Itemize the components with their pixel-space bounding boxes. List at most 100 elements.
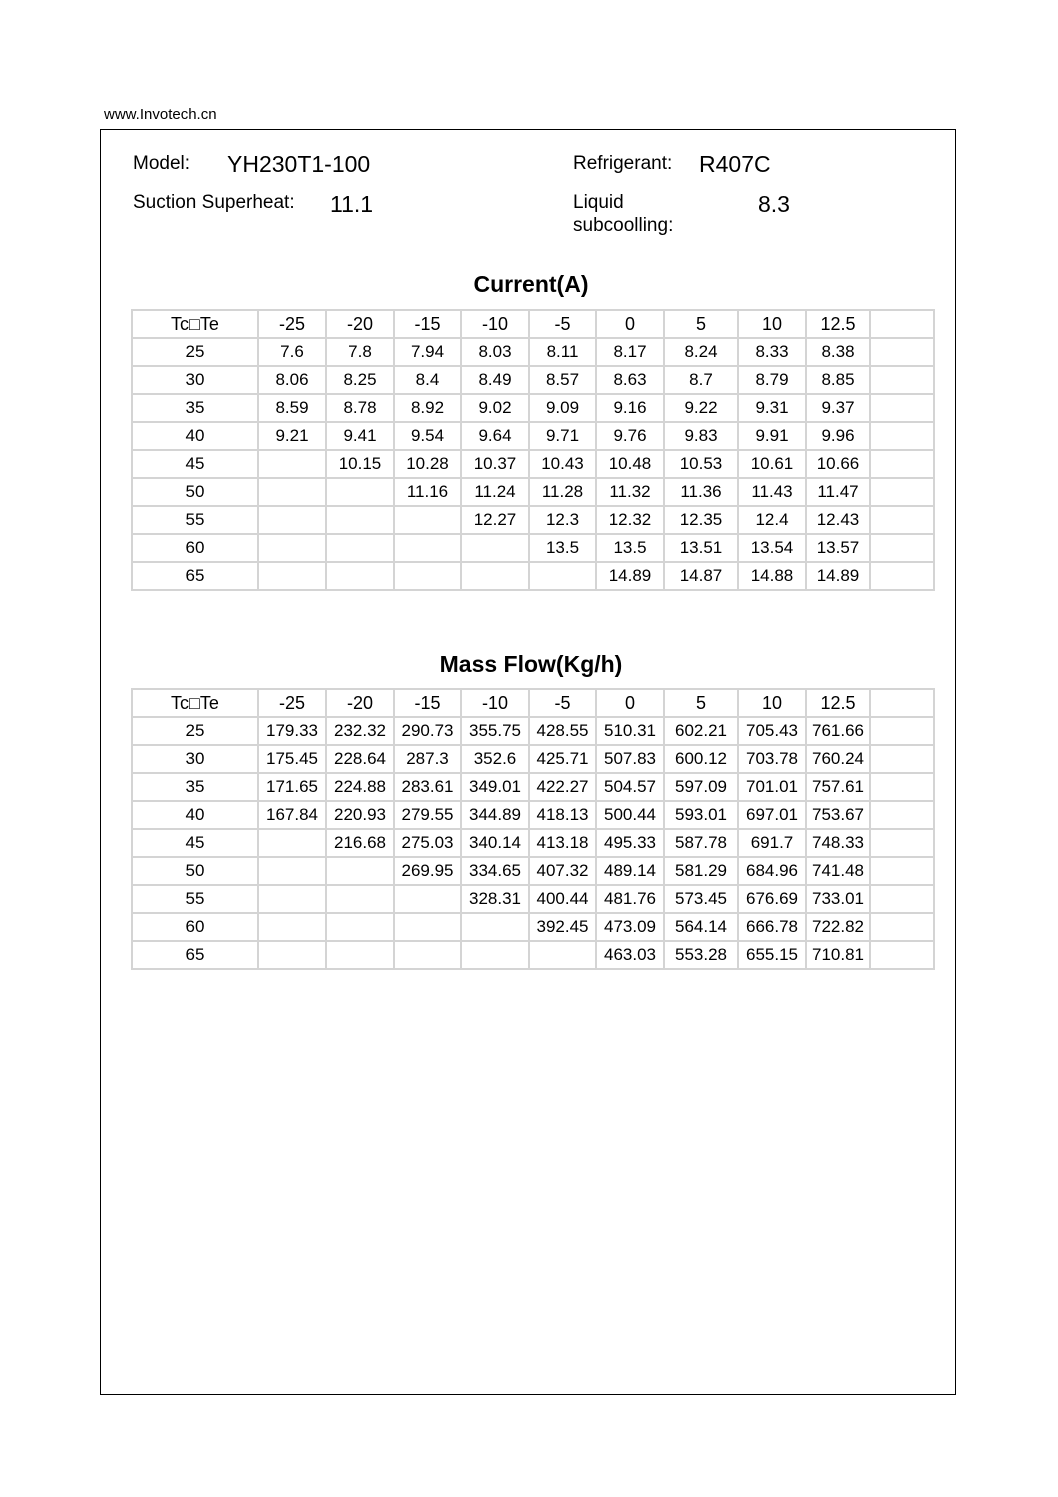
table-cell: 8.24: [663, 337, 739, 367]
corner-header: Tc□Te: [131, 309, 259, 339]
website-url: www.Invotech.cn: [104, 106, 217, 123]
table-cell: 11.43: [737, 477, 807, 507]
refrigerant-value: R407C: [699, 151, 771, 177]
table-cell: 11.28: [528, 477, 597, 507]
table-cell: 7.6: [257, 337, 327, 367]
table-cell: 10.61: [737, 449, 807, 479]
table-cell: [257, 477, 327, 507]
table-cell: 7.8: [325, 337, 395, 367]
table-cell: 9.22: [663, 393, 739, 423]
table-cell: 11.47: [805, 477, 871, 507]
table-cell: 9.31: [737, 393, 807, 423]
table-cell: [460, 561, 530, 591]
table-cell: 13.51: [663, 533, 739, 563]
table-cell: [869, 449, 935, 479]
row-header: 25: [131, 716, 259, 746]
header-row: Tc□Te -25 -20 -15 -10 -5 0 5 10 12.5: [131, 688, 935, 718]
table-cell: 349.01: [460, 772, 530, 802]
table-cell: 10.43: [528, 449, 597, 479]
table-cell: [325, 505, 395, 535]
row-header: 55: [131, 884, 259, 914]
column-header: -10: [460, 688, 530, 718]
table-cell: [460, 533, 530, 563]
table-cell: 8.38: [805, 337, 871, 367]
row-header: 55: [131, 505, 259, 535]
table-row: 25 7.6 7.8 7.94 8.03 8.11 8.17 8.24 8.33 8.38: [131, 337, 935, 367]
table-cell: 13.5: [595, 533, 665, 563]
table-cell: 355.75: [460, 716, 530, 746]
table-row: 65 463.03 553.28 655.15 710.81: [131, 940, 935, 970]
table-cell: [869, 912, 935, 942]
column-header: 5: [663, 309, 739, 339]
table-cell: 9.54: [393, 421, 462, 451]
column-header: 10: [737, 688, 807, 718]
table-cell: 703.78: [737, 744, 807, 774]
table-cell: [257, 884, 327, 914]
table-cell: 10.28: [393, 449, 462, 479]
table-cell: [869, 393, 935, 423]
refrigerant-label: Refrigerant:: [573, 153, 673, 174]
table-cell: 9.96: [805, 421, 871, 451]
table-cell: 8.79: [737, 365, 807, 395]
table-cell: 10.66: [805, 449, 871, 479]
row-header: 40: [131, 800, 259, 830]
table-cell: [257, 912, 327, 942]
row-header: 45: [131, 828, 259, 858]
table-cell: [460, 940, 530, 970]
table-cell: 418.13: [528, 800, 597, 830]
table-cell: 340.14: [460, 828, 530, 858]
table-cell: [528, 940, 597, 970]
table-cell: 602.21: [663, 716, 739, 746]
column-header: 5: [663, 688, 739, 718]
table-cell: 8.7: [663, 365, 739, 395]
table-cell: 14.89: [595, 561, 665, 591]
table-cell: [869, 533, 935, 563]
table-row: 45 216.68 275.03 340.14 413.18 495.33 587.78 69…: [131, 828, 935, 858]
row-header: 35: [131, 393, 259, 423]
table-cell: 9.91: [737, 421, 807, 451]
table-cell: 224.88: [325, 772, 395, 802]
table-cell: 14.87: [663, 561, 739, 591]
table-cell: 344.89: [460, 800, 530, 830]
table-cell: 741.48: [805, 856, 871, 886]
table-cell: [393, 940, 462, 970]
table-cell: 600.12: [663, 744, 739, 774]
column-header: -15: [393, 309, 462, 339]
table-cell: 760.24: [805, 744, 871, 774]
table-cell: 11.16: [393, 477, 462, 507]
row-header: 50: [131, 856, 259, 886]
table-cell: [393, 533, 462, 563]
table-row: 45 10.15 10.28 10.37 10.43 10.48 10.53 10.61 10.…: [131, 449, 935, 479]
table-cell: [325, 856, 395, 886]
row-header: 40: [131, 421, 259, 451]
table-cell: 279.55: [393, 800, 462, 830]
table-cell: [869, 505, 935, 535]
table-row: 25 179.33 232.32 290.73 355.75 428.55 510.31 60…: [131, 716, 935, 746]
table-cell: 220.93: [325, 800, 395, 830]
table-cell: 655.15: [737, 940, 807, 970]
table-cell: 352.6: [460, 744, 530, 774]
table-cell: 425.71: [528, 744, 597, 774]
column-header: -15: [393, 688, 462, 718]
table-cell: [325, 561, 395, 591]
table-cell: 9.09: [528, 393, 597, 423]
table-cell: 11.36: [663, 477, 739, 507]
table-cell: 9.21: [257, 421, 327, 451]
table-cell: 13.57: [805, 533, 871, 563]
column-header: -20: [325, 309, 395, 339]
row-header: 30: [131, 365, 259, 395]
table-cell: 14.89: [805, 561, 871, 591]
table-row: 65 14.89 14.87 14.88 14.89: [131, 561, 935, 591]
table-cell: 553.28: [663, 940, 739, 970]
table-cell: [257, 828, 327, 858]
corner-header: Tc□Te: [131, 688, 259, 718]
column-header: 0: [595, 309, 665, 339]
table-cell: 753.67: [805, 800, 871, 830]
mass-flow-table: Tc□Te -25 -20 -15 -10 -5 0 5 10 12.5 25 179.33 232.3…: [131, 688, 935, 970]
table-cell: 701.01: [737, 772, 807, 802]
table-row: 50 11.16 11.24 11.28 11.32 11.36 11.43 11.47: [131, 477, 935, 507]
table-cell: 275.03: [393, 828, 462, 858]
table-cell: 722.82: [805, 912, 871, 942]
row-header: 50: [131, 477, 259, 507]
table-cell: 8.57: [528, 365, 597, 395]
